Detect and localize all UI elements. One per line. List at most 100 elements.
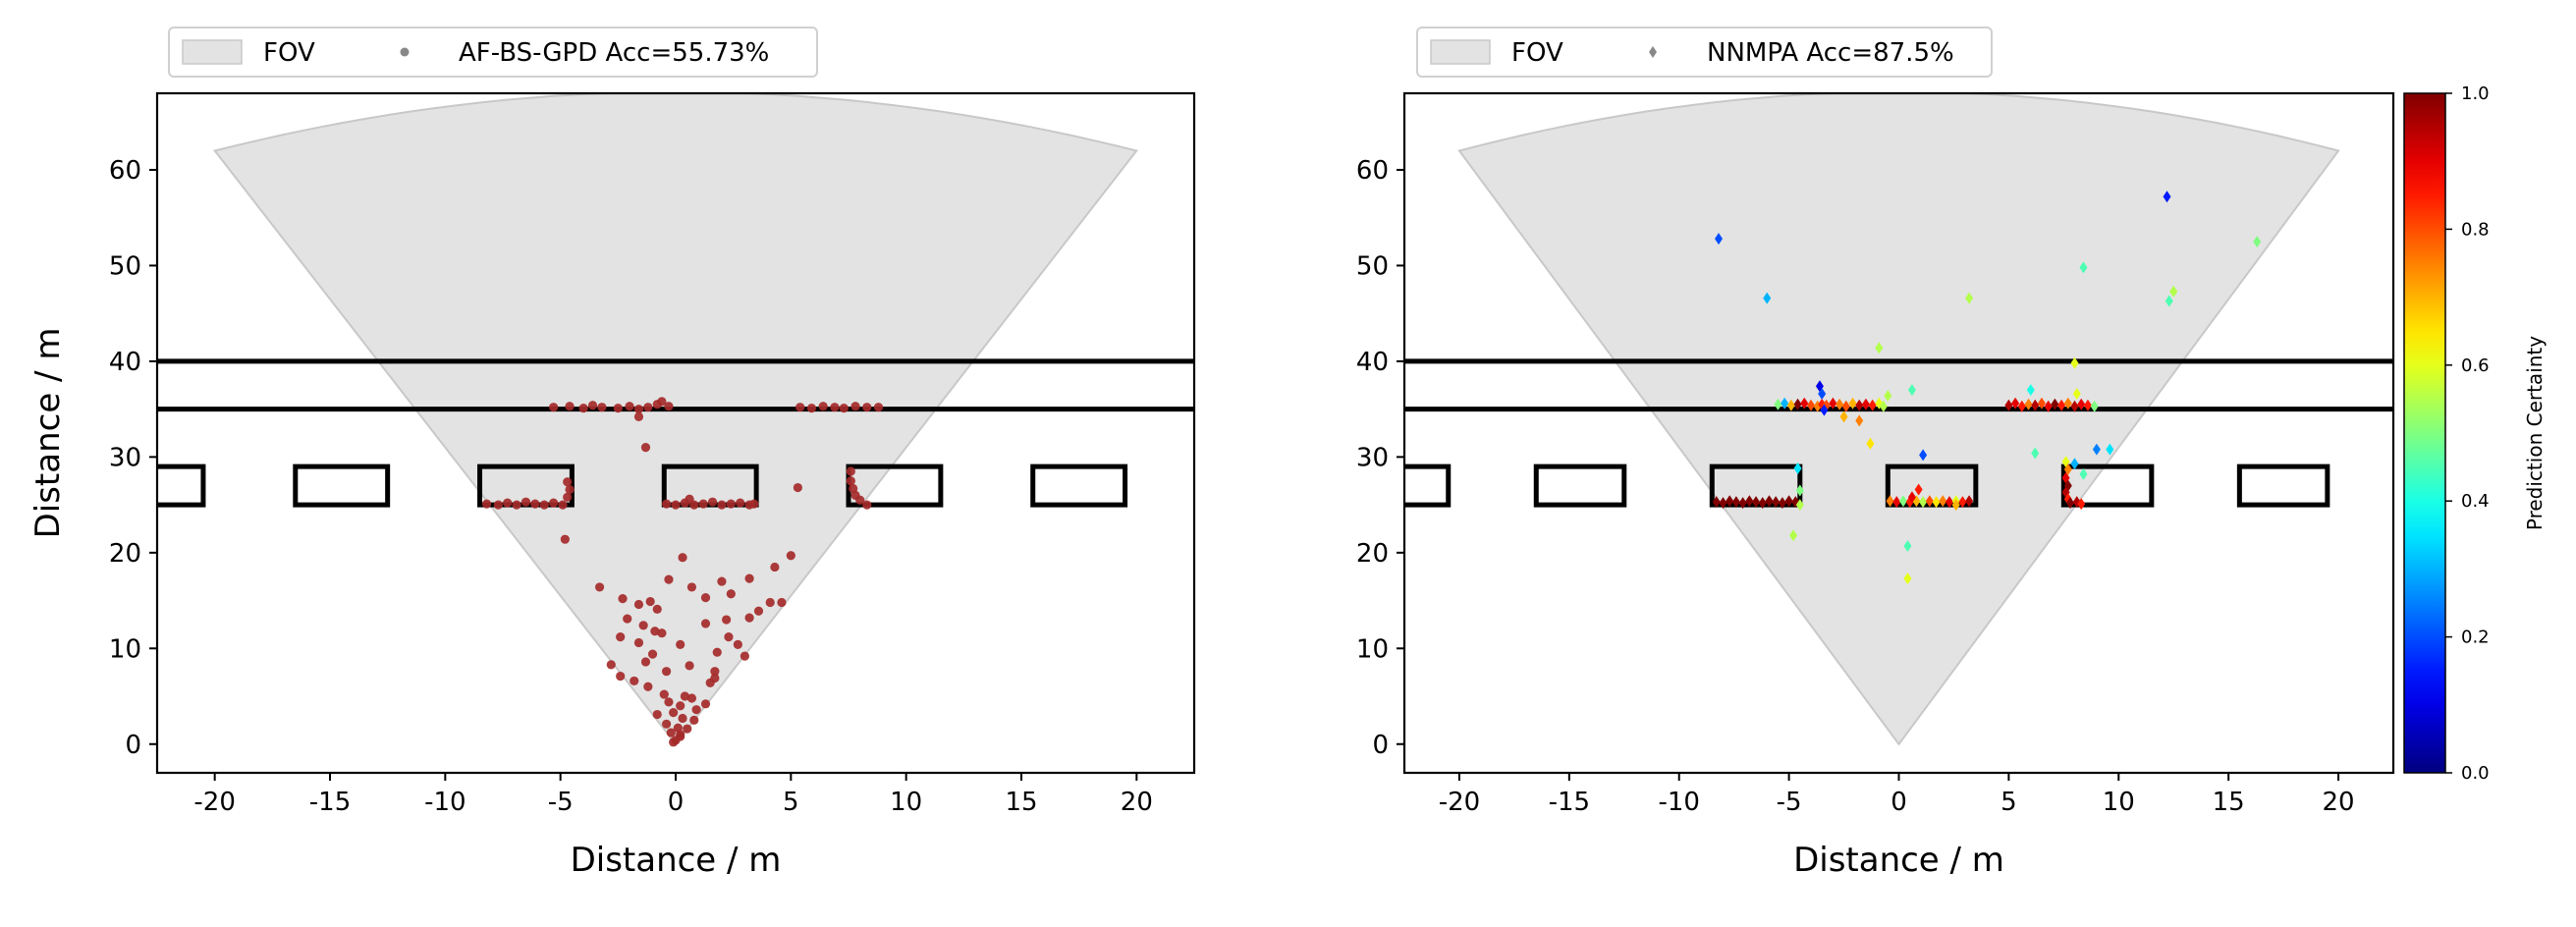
data-point (1712, 496, 1721, 509)
data-point (623, 614, 632, 624)
data-point (664, 574, 674, 584)
x-tick-label: 15 (1005, 788, 1037, 817)
data-point (717, 576, 727, 586)
data-point (549, 403, 559, 412)
data-point (2063, 397, 2072, 409)
data-point (753, 606, 764, 616)
x-tick-label: 15 (2213, 788, 2245, 817)
y-tick-label: 10 (1356, 634, 1389, 664)
data-point (563, 492, 573, 502)
data-point (625, 402, 634, 411)
data-point (689, 715, 699, 725)
data-point (1965, 292, 1974, 304)
data-point (640, 443, 651, 453)
colorbar-tick-label: 0.8 (2461, 219, 2490, 240)
data-point (1793, 398, 1802, 410)
data-point (726, 589, 736, 599)
data-point (1745, 495, 1754, 508)
data-point (1715, 233, 1724, 245)
parking-slot-box (846, 464, 944, 508)
data-point (717, 500, 727, 510)
data-point (2063, 493, 2072, 506)
colorbar-tick-label: 0.2 (2461, 627, 2490, 648)
data-point (1800, 397, 1809, 409)
data-point (558, 500, 568, 510)
data-point (2077, 398, 2086, 410)
data-point (606, 660, 616, 670)
data-point (662, 499, 672, 509)
legend-series-label: AF-BS-GPD Acc=55.73% (459, 38, 769, 68)
data-point (659, 689, 669, 699)
x-tick-label: 0 (1891, 788, 1907, 817)
legend-box (1416, 27, 1993, 78)
data-point (2024, 398, 2033, 410)
data-point (613, 404, 623, 413)
data-point (1875, 342, 1884, 354)
data-point (2004, 399, 2013, 411)
data-point (698, 499, 708, 509)
x-axis-title: Distance / m (571, 841, 782, 880)
data-point (1868, 399, 1877, 411)
data-point (640, 657, 651, 667)
data-point (645, 596, 655, 607)
legend-fov-swatch (1430, 39, 1491, 65)
parking-slot-box (1885, 464, 1979, 508)
data-point (1914, 483, 1923, 496)
parking-slot-box (157, 464, 206, 508)
data-point (503, 498, 513, 508)
data-point (671, 500, 681, 510)
data-point (862, 403, 872, 412)
data-point (669, 737, 679, 747)
data-point (700, 619, 711, 628)
data-point (1932, 496, 1941, 509)
x-tick-label: 20 (1121, 788, 1153, 817)
data-point (2057, 399, 2066, 411)
data-point (1726, 495, 1734, 508)
y-tick-label: 30 (1356, 443, 1389, 472)
data-point (777, 597, 787, 608)
data-point (587, 401, 598, 410)
data-point (2072, 388, 2081, 401)
data-point (686, 582, 697, 592)
data-point (1806, 399, 1815, 411)
parking-slot-box (2236, 464, 2330, 508)
data-point (786, 551, 795, 561)
fov-region (1457, 93, 2340, 746)
data-point (565, 484, 575, 495)
data-point (1892, 496, 1901, 509)
legend-series-marker (1649, 46, 1657, 58)
data-point (1789, 529, 1798, 542)
data-point (1903, 573, 1912, 585)
y-tick-label: 60 (1356, 156, 1389, 186)
data-point (657, 397, 667, 407)
data-point (2090, 400, 2099, 412)
data-point (1784, 495, 1793, 508)
data-point (560, 534, 570, 544)
data-point (1763, 292, 1772, 304)
y-tick-label: 40 (109, 348, 141, 377)
data-point (1795, 499, 1804, 512)
data-point (652, 709, 662, 720)
data-point (1907, 384, 1916, 397)
parking-slot-box (1030, 464, 1128, 508)
data-point (2079, 467, 2088, 480)
data-point (1829, 397, 1837, 409)
x-tick-label: 10 (890, 788, 922, 817)
data-point (1919, 496, 1928, 509)
data-point (481, 499, 492, 509)
data-point (676, 730, 685, 739)
data-point (512, 500, 521, 510)
data-point (2051, 398, 2059, 410)
data-point (1781, 397, 1789, 409)
data-point (770, 562, 780, 573)
x-tick-label: -15 (1549, 788, 1590, 817)
data-point (521, 497, 531, 507)
data-point (707, 497, 718, 507)
data-point (1841, 400, 1850, 412)
colorbar-title: Prediction Certainty (2523, 336, 2547, 530)
data-point (652, 604, 662, 614)
y-tick-label: 50 (1356, 251, 1389, 281)
x-tick-label: -20 (193, 788, 235, 817)
data-point (676, 701, 685, 711)
data-point (530, 499, 540, 509)
